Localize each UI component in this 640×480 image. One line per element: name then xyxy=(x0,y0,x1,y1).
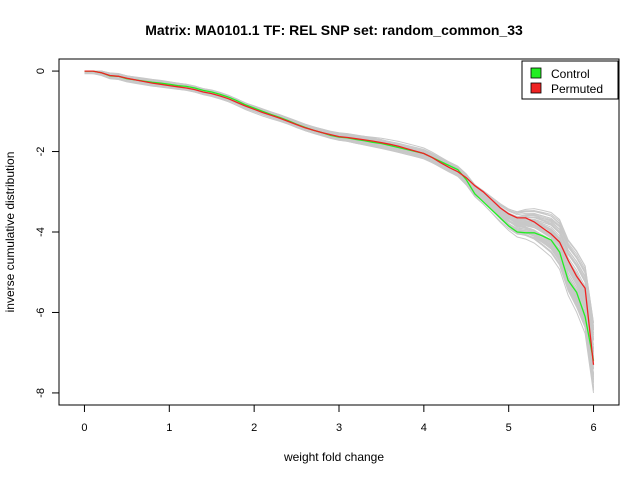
y-axis: 0 -2 -4 -6 -8 xyxy=(35,68,60,398)
x-tick-label: 6 xyxy=(590,422,596,434)
background-series-line xyxy=(84,71,594,349)
background-series-line xyxy=(84,70,594,336)
legend-label-permuted: Permuted xyxy=(551,82,603,96)
y-tick-label: 0 xyxy=(35,68,47,74)
y-tick-label: -2 xyxy=(35,147,47,157)
x-tick-label: 0 xyxy=(81,422,87,434)
legend-swatch-control xyxy=(530,67,542,79)
series-line-control xyxy=(84,70,595,361)
legend: Control Permuted xyxy=(521,60,619,100)
x-tick-label: 3 xyxy=(336,422,342,434)
y-tick-label: -4 xyxy=(35,227,47,237)
background-series-line xyxy=(84,71,594,337)
background-series-line xyxy=(84,70,594,351)
background-series-line xyxy=(84,70,594,340)
background-series-line xyxy=(84,70,594,340)
y-tick-label: -8 xyxy=(35,388,47,398)
x-tick-label: 4 xyxy=(421,422,427,434)
chart-title: Matrix: MA0101.1 TF: REL SNP set: random… xyxy=(145,22,523,38)
x-tick-label: 1 xyxy=(166,422,172,434)
background-series-line xyxy=(84,72,594,341)
background-series-line xyxy=(84,70,594,323)
background-series-line xyxy=(84,70,594,328)
x-axis: 0 1 2 3 4 5 6 xyxy=(81,404,597,434)
y-axis-label: inverse cumulative distribution xyxy=(3,152,17,313)
main-series-group xyxy=(84,70,595,365)
x-tick-label: 5 xyxy=(506,422,512,434)
background-series-line xyxy=(84,70,594,350)
background-series-line xyxy=(84,70,594,340)
background-series-line xyxy=(84,70,594,331)
x-axis-label: weight fold change xyxy=(283,450,384,464)
x-tick-label: 2 xyxy=(251,422,257,434)
series-line-permuted xyxy=(84,70,595,365)
background-series-line xyxy=(84,70,594,326)
background-series-line xyxy=(84,71,594,334)
background-series-line xyxy=(84,70,594,324)
legend-swatch-permuted xyxy=(530,82,542,94)
background-series-line xyxy=(84,70,594,349)
background-series-line xyxy=(84,70,594,329)
background-series-line xyxy=(84,73,594,349)
background-series-line xyxy=(84,70,594,331)
background-series-line xyxy=(84,70,594,355)
y-tick-label: -6 xyxy=(35,308,47,318)
legend-label-control: Control xyxy=(551,67,590,81)
background-series-line xyxy=(84,70,594,331)
background-series-line xyxy=(84,70,594,361)
background-series-line xyxy=(84,70,594,346)
